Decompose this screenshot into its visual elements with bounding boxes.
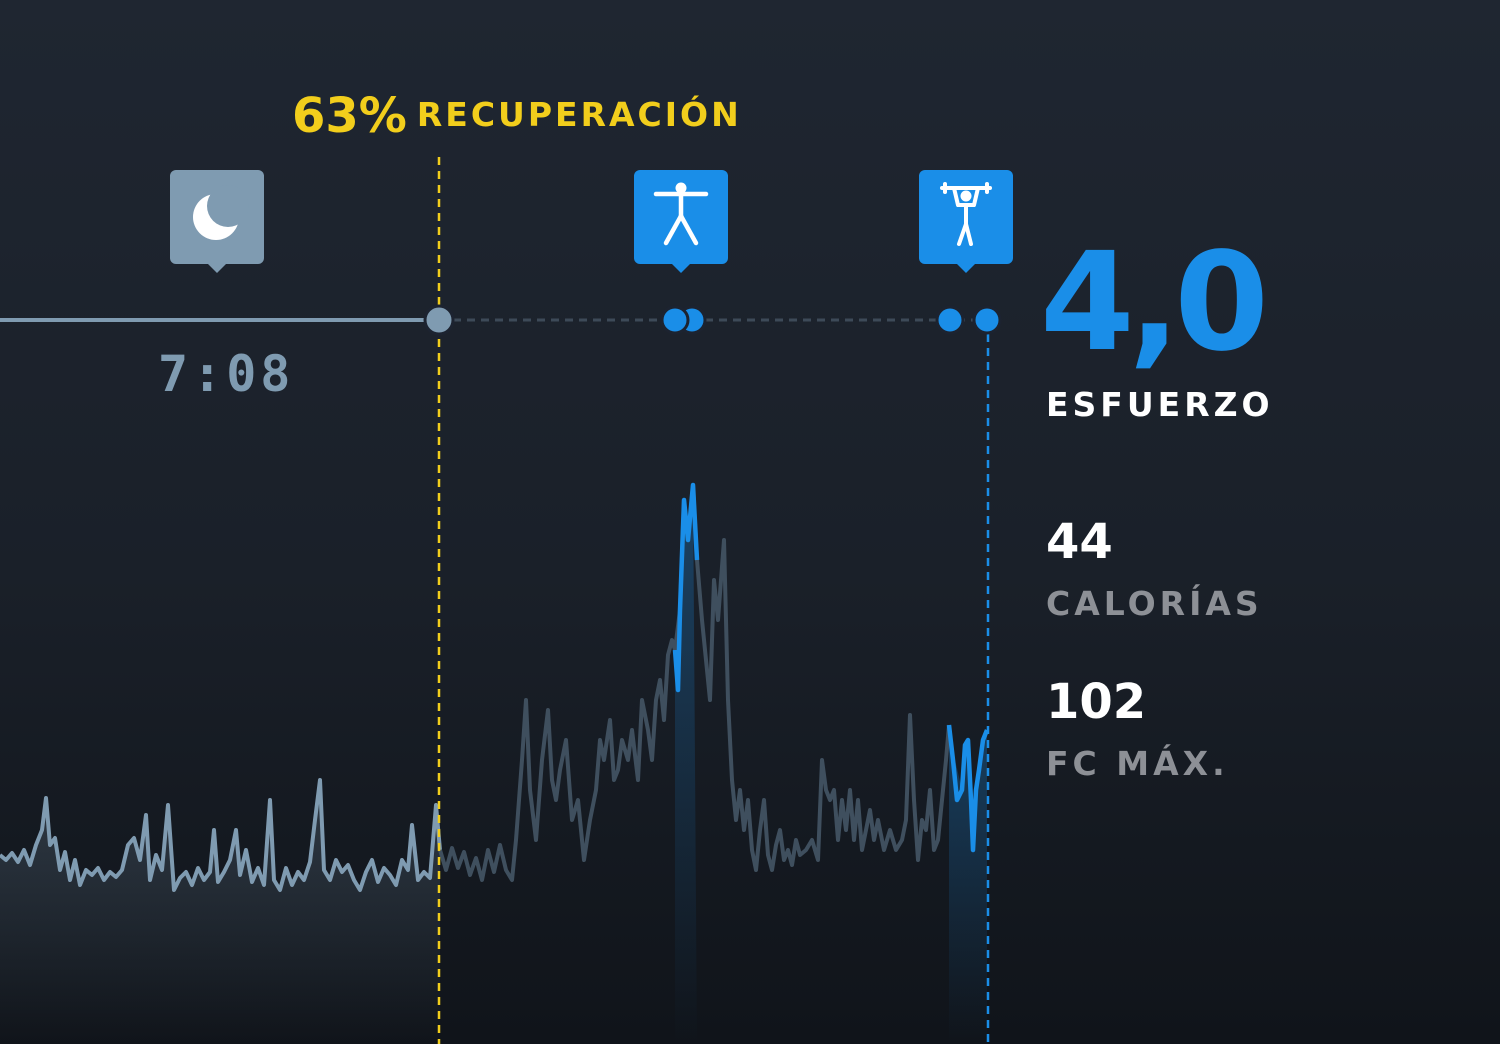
strain-panel: 4,0 ESFUERZO xyxy=(1040,235,1274,424)
moon-icon xyxy=(193,185,249,240)
strain-label: ESFUERZO xyxy=(1046,385,1274,424)
jumping-jack-icon xyxy=(653,182,709,246)
sleep-duration: 7:08 xyxy=(158,345,295,403)
wake-dot[interactable] xyxy=(423,304,455,336)
activity-2-hr-line xyxy=(946,724,990,853)
sleep-hr-line xyxy=(0,778,442,892)
activity-1-start-dot[interactable] xyxy=(660,305,690,335)
calories-value: 44 xyxy=(1046,514,1113,570)
pull-up-icon xyxy=(940,182,992,246)
recovery-percent: 63% xyxy=(292,88,407,144)
activity-1-hr-line xyxy=(672,482,700,693)
activity-1-fill xyxy=(675,485,697,1044)
sleep-tooltip[interactable] xyxy=(170,170,264,273)
strain-value: 4,0 xyxy=(1040,224,1269,382)
max-hr-label: FC MÁX. xyxy=(1046,744,1229,783)
activity-1-tooltip[interactable] xyxy=(634,170,728,273)
activity-2-start-dot[interactable] xyxy=(935,305,965,335)
sleep-fill xyxy=(0,780,440,1044)
activity-2-tooltip[interactable] xyxy=(919,170,1013,273)
awake-hr-line xyxy=(438,483,951,882)
recovery-score: 63% RECUPERACIÓN xyxy=(292,88,742,144)
activity-2-end-dot[interactable] xyxy=(972,305,1002,335)
max-hr-value: 102 xyxy=(1046,674,1147,730)
recovery-label: RECUPERACIÓN xyxy=(416,95,742,134)
calories-label: CALORÍAS xyxy=(1046,584,1263,623)
